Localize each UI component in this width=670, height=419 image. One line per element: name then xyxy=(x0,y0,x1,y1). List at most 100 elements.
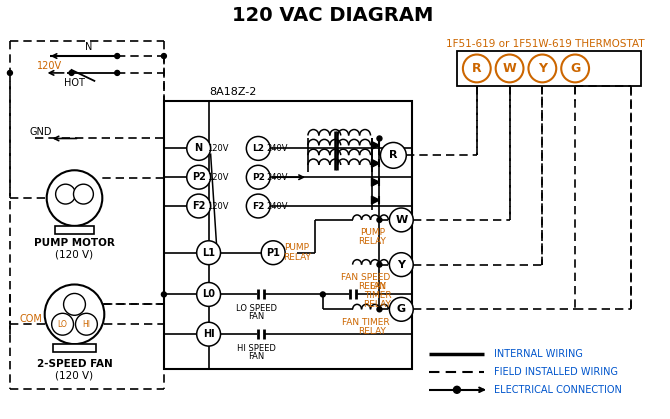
Circle shape xyxy=(115,54,120,59)
Text: 240V: 240V xyxy=(267,173,288,182)
Text: 8A18Z-2: 8A18Z-2 xyxy=(210,87,257,97)
Text: LO SPEED: LO SPEED xyxy=(236,304,277,313)
Text: 2-SPEED FAN: 2-SPEED FAN xyxy=(37,359,113,369)
Text: FAN: FAN xyxy=(248,352,265,360)
Circle shape xyxy=(529,54,556,83)
Circle shape xyxy=(247,137,270,160)
Text: HI SPEED: HI SPEED xyxy=(237,344,276,352)
Circle shape xyxy=(197,282,220,306)
Text: 120V: 120V xyxy=(37,61,62,71)
Text: TIMER: TIMER xyxy=(364,291,391,300)
Text: P1: P1 xyxy=(266,248,280,258)
Text: F2: F2 xyxy=(192,201,205,211)
Text: L2: L2 xyxy=(253,144,264,153)
Text: L0: L0 xyxy=(202,290,215,300)
Polygon shape xyxy=(371,142,379,150)
Text: HOT: HOT xyxy=(64,78,85,88)
Circle shape xyxy=(187,137,210,160)
Text: G: G xyxy=(397,304,406,314)
Text: R: R xyxy=(389,150,397,160)
Text: 240V: 240V xyxy=(267,144,288,153)
Circle shape xyxy=(47,170,103,226)
Circle shape xyxy=(76,313,97,335)
Circle shape xyxy=(496,54,523,83)
Circle shape xyxy=(7,70,13,75)
Text: W: W xyxy=(395,215,407,225)
Circle shape xyxy=(381,142,406,168)
Polygon shape xyxy=(371,196,379,204)
Text: R: R xyxy=(472,62,482,75)
Text: 1F51-619 or 1F51W-619 THERMOSTAT: 1F51-619 or 1F51W-619 THERMOSTAT xyxy=(446,39,645,49)
Circle shape xyxy=(463,54,490,83)
Text: RELAY: RELAY xyxy=(358,327,387,336)
Circle shape xyxy=(197,322,220,346)
Text: RELAY: RELAY xyxy=(358,282,387,291)
Bar xyxy=(457,51,641,86)
Text: HI: HI xyxy=(82,320,90,329)
Text: Y: Y xyxy=(538,62,547,75)
Text: FIELD INSTALLED WIRING: FIELD INSTALLED WIRING xyxy=(494,367,618,377)
Text: LO: LO xyxy=(58,320,68,329)
Text: P2: P2 xyxy=(192,172,206,182)
Text: 120V: 120V xyxy=(207,173,228,182)
Circle shape xyxy=(561,54,589,83)
Text: FAN SPEED: FAN SPEED xyxy=(341,273,390,282)
Text: (120 V): (120 V) xyxy=(56,371,94,381)
Circle shape xyxy=(187,166,210,189)
Text: FAN: FAN xyxy=(369,282,386,291)
Text: COM: COM xyxy=(20,314,43,324)
Text: RELAY: RELAY xyxy=(358,237,387,246)
Bar xyxy=(53,344,96,352)
Text: 120V: 120V xyxy=(207,202,228,210)
Circle shape xyxy=(197,241,220,265)
Text: P2: P2 xyxy=(252,173,265,182)
Circle shape xyxy=(377,136,382,141)
Text: Y: Y xyxy=(397,260,405,270)
Text: RELAY: RELAY xyxy=(364,300,391,309)
Text: 120 VAC DIAGRAM: 120 VAC DIAGRAM xyxy=(232,6,433,25)
Circle shape xyxy=(52,313,74,335)
Bar xyxy=(55,226,94,234)
Circle shape xyxy=(377,262,382,267)
Circle shape xyxy=(247,166,270,189)
Text: PUMP: PUMP xyxy=(360,228,385,237)
Text: PUMP: PUMP xyxy=(285,243,310,252)
Circle shape xyxy=(45,285,105,344)
Circle shape xyxy=(389,208,413,232)
Text: FAN: FAN xyxy=(248,312,265,321)
Polygon shape xyxy=(371,178,379,186)
Text: L1: L1 xyxy=(202,248,215,258)
Circle shape xyxy=(377,217,382,222)
Text: FAN TIMER: FAN TIMER xyxy=(342,318,389,327)
Circle shape xyxy=(161,54,166,59)
Circle shape xyxy=(377,307,382,312)
Text: RELAY: RELAY xyxy=(283,253,311,262)
Circle shape xyxy=(187,194,210,218)
Circle shape xyxy=(161,292,166,297)
Text: F2: F2 xyxy=(252,202,265,210)
Text: INTERNAL WIRING: INTERNAL WIRING xyxy=(494,349,582,359)
Text: N: N xyxy=(194,143,203,153)
Circle shape xyxy=(56,184,76,204)
Circle shape xyxy=(389,253,413,277)
Text: ELECTRICAL CONNECTION: ELECTRICAL CONNECTION xyxy=(494,385,622,395)
Circle shape xyxy=(389,297,413,321)
Text: G: G xyxy=(570,62,580,75)
Text: (120 V): (120 V) xyxy=(56,250,94,260)
Text: W: W xyxy=(502,62,517,75)
Text: 240V: 240V xyxy=(267,202,288,210)
Circle shape xyxy=(247,194,270,218)
Circle shape xyxy=(74,184,93,204)
Text: GND: GND xyxy=(29,127,52,137)
Circle shape xyxy=(115,70,120,75)
Circle shape xyxy=(320,292,326,297)
Bar xyxy=(164,101,412,369)
Text: 120V: 120V xyxy=(207,144,228,153)
Circle shape xyxy=(69,70,74,75)
Text: PUMP MOTOR: PUMP MOTOR xyxy=(34,238,115,248)
Circle shape xyxy=(64,293,86,315)
Text: N: N xyxy=(84,42,92,52)
Circle shape xyxy=(454,386,460,393)
Circle shape xyxy=(261,241,285,265)
Polygon shape xyxy=(371,159,379,167)
